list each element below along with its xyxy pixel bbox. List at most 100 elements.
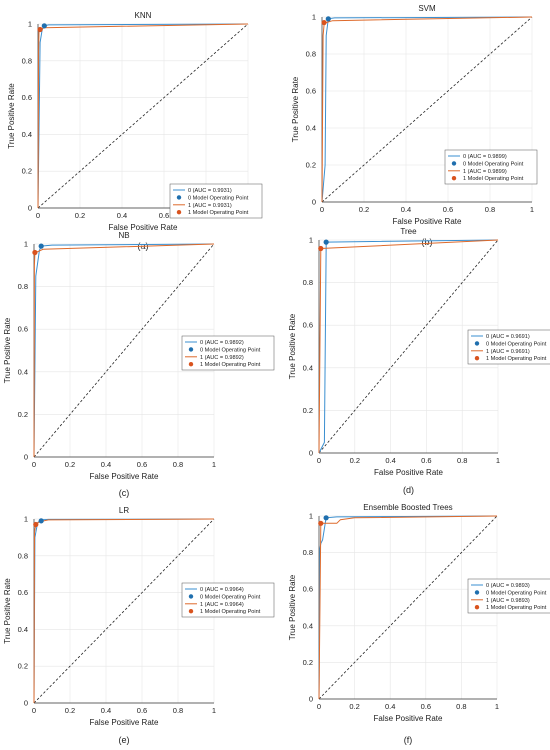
panel-caption: (f) <box>404 735 413 745</box>
y-tick-label: 1 <box>309 236 313 245</box>
legend-box <box>169 183 263 219</box>
roc-curve-class-0 <box>318 515 498 700</box>
legend-entry: 1 (AUC = 0.9691) <box>486 349 530 355</box>
x-tick-label: 0.4 <box>385 456 395 465</box>
operating-point-class-1 <box>33 521 39 528</box>
y-tick-label: 1 <box>312 13 316 22</box>
legend-entry: 0 Model Operating Point <box>486 590 547 596</box>
x-tick-label: 0 <box>32 706 36 715</box>
y-tick-label: 0.4 <box>306 124 316 133</box>
operating-point-class-0 <box>38 518 44 524</box>
y-tick-label: 0 <box>24 699 28 708</box>
legend-entry: 1 Model Operating Point <box>486 605 547 611</box>
legend-box <box>181 582 275 618</box>
legend-entry: 1 Model Operating Point <box>463 176 524 182</box>
legend-swatch-dot <box>176 210 182 215</box>
y-tick-label: 0 <box>28 204 32 213</box>
chance-diagonal <box>33 243 215 458</box>
x-tick-label: 0.4 <box>401 205 411 214</box>
legend-entry: 0 (AUC = 0.9892) <box>200 340 244 346</box>
x-tick-label: 0.8 <box>173 706 183 715</box>
legend-swatch-dot <box>474 341 480 346</box>
operating-point-class-0 <box>323 515 329 521</box>
roc-panel-ensemble-boosted-trees: 0 0.2 0.4 0.6 0.8 1 0 0.2 0.4 0.6 0.8 1 Ensemble Boo… <box>288 503 550 745</box>
chance-diagonal <box>37 23 249 209</box>
legend-box <box>181 335 275 371</box>
x-tick-label: 0.6 <box>443 205 453 214</box>
x-tick-label: 0.2 <box>75 211 85 220</box>
legend-entry: 1 (AUC = 0.9893) <box>486 598 530 604</box>
x-tick-label: 0 <box>320 205 324 214</box>
legend-entry: 0 (AUC = 0.9691) <box>486 334 530 340</box>
x-tick-label: 0.4 <box>385 702 395 711</box>
panel-caption: (e) <box>119 735 130 745</box>
x-tick-label: 0.4 <box>101 706 111 715</box>
legend-entry: 1 (AUC = 0.9892) <box>200 355 244 361</box>
roc-panel-svm: 0 0.2 0.4 0.6 0.8 1 0 0.2 0.4 0.6 0.8 1 SVM False Pos… <box>291 4 538 247</box>
legend-swatch-dot <box>176 195 182 200</box>
x-tick-label: 0.8 <box>456 702 466 711</box>
roc-curve-class-0 <box>321 16 533 203</box>
y-axis-label: True Positive Rate <box>7 83 16 149</box>
x-tick-label: 0 <box>36 211 40 220</box>
operating-point-class-0 <box>323 239 329 245</box>
x-axis-label: False Positive Rate <box>109 223 178 232</box>
y-tick-label: 0 <box>312 198 316 207</box>
legend-box <box>444 149 538 185</box>
y-tick-label: 0.6 <box>303 321 313 330</box>
y-tick-label: 0.2 <box>303 658 313 667</box>
x-tick-label: 0.2 <box>349 702 359 711</box>
y-tick-label: 0 <box>309 695 313 704</box>
legend-entry: 1 Model Operating Point <box>486 356 547 362</box>
y-tick-label: 0.2 <box>18 410 28 419</box>
x-tick-label: 0.2 <box>350 456 360 465</box>
y-axis-label: True Positive Rate <box>3 317 12 383</box>
x-tick-label: 0.8 <box>173 460 183 469</box>
legend: 0 (AUC = 0.9931)0 Model Operating Point 1… <box>169 183 263 219</box>
operating-point-class-1 <box>37 26 43 33</box>
x-tick-label: 0.6 <box>137 460 147 469</box>
legend-entry: 0 (AUC = 0.9964) <box>200 587 244 593</box>
operating-point-class-1 <box>318 520 324 526</box>
y-tick-label: 0.8 <box>18 551 28 560</box>
x-tick-label: 0.6 <box>421 456 431 465</box>
chance-diagonal <box>318 515 498 700</box>
y-tick-label: 0.4 <box>303 621 313 630</box>
roc-panel-lr: 0 0.2 0.4 0.6 0.8 1 0 0.2 0.4 0.6 0.8 1 LR False Posi… <box>3 506 275 745</box>
y-tick-label: 0.6 <box>306 87 316 96</box>
y-tick-label: 0.4 <box>303 363 313 372</box>
chart-title: Ensemble Boosted Trees <box>363 503 452 512</box>
roc-curve-class-1 <box>318 515 498 700</box>
y-tick-label: 1 <box>28 20 32 29</box>
y-tick-label: 0.6 <box>22 93 32 102</box>
y-tick-label: 0.2 <box>18 662 28 671</box>
x-tick-label: 0.6 <box>137 706 147 715</box>
y-axis-label: True Positive Rate <box>3 578 12 644</box>
roc-panel-tree: 0 0.2 0.4 0.6 0.8 1 0 0.2 0.4 0.6 0.8 1 Tree False Po… <box>288 227 550 495</box>
legend: 0 (AUC = 0.9899)0 Model Operating Point 1… <box>444 149 538 185</box>
x-tick-label: 1 <box>212 460 216 469</box>
operating-point-class-1 <box>321 19 327 26</box>
y-axis-label: True Positive Rate <box>288 574 297 640</box>
chart-title: SVM <box>418 4 436 13</box>
chart-title: LR <box>119 506 129 515</box>
x-tick-label: 0.8 <box>485 205 495 214</box>
y-axis-label: True Positive Rate <box>288 313 297 379</box>
operating-point-class-1 <box>318 245 324 252</box>
legend-entry: 0 (AUC = 0.9893) <box>486 583 530 589</box>
x-tick-label: 0.6 <box>421 702 431 711</box>
x-tick-label: 0.6 <box>159 211 169 220</box>
y-tick-label: 0.2 <box>306 161 316 170</box>
y-tick-label: 1 <box>24 515 28 524</box>
legend: 0 (AUC = 0.9893)0 Model Operating Point 1… <box>467 578 550 614</box>
x-tick-label: 0.8 <box>457 456 467 465</box>
legend-swatch-dot <box>451 161 457 166</box>
legend-entry: 0 Model Operating Point <box>463 161 524 167</box>
x-tick-label: 0.4 <box>101 460 111 469</box>
legend-entry: 0 (AUC = 0.9931) <box>188 188 232 194</box>
legend-entry: 1 (AUC = 0.9931) <box>188 203 232 209</box>
x-tick-label: 1 <box>530 205 534 214</box>
legend-swatch-dot <box>474 605 480 610</box>
